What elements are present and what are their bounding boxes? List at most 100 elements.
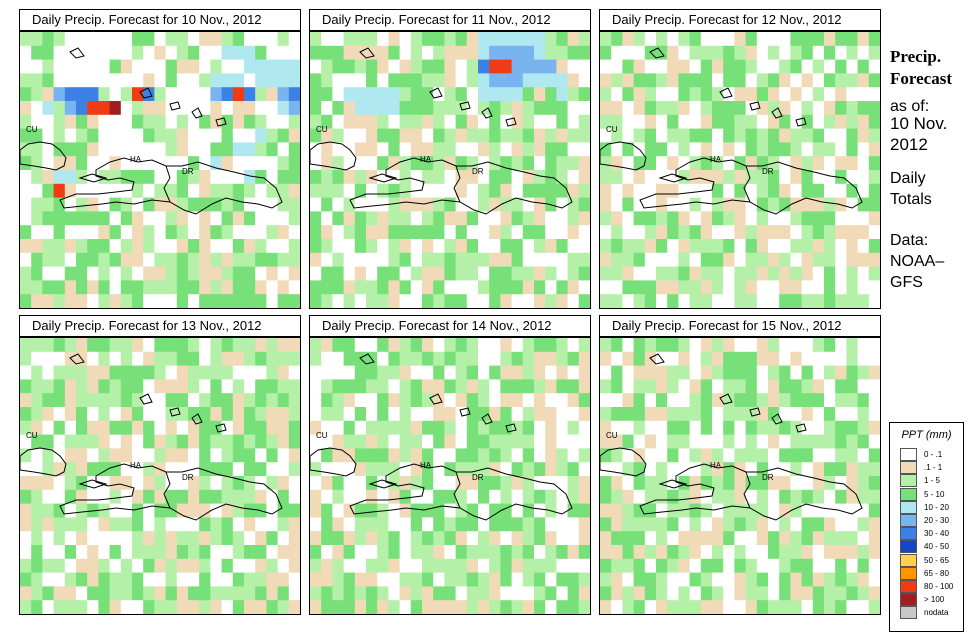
- precip-cell: [801, 407, 814, 422]
- precip-cell: [712, 294, 724, 308]
- precip-cell: [332, 239, 345, 254]
- precip-cell: [812, 280, 825, 295]
- precip-cell: [255, 586, 267, 601]
- precip-cell: [444, 142, 457, 157]
- precip-cell: [656, 211, 668, 226]
- precip-cell: [98, 545, 111, 560]
- precip-cell: [756, 183, 769, 199]
- precip-cell: [120, 101, 133, 116]
- precip-cell: [745, 294, 758, 308]
- precip-cell: [756, 294, 769, 308]
- precip-cell: [768, 448, 780, 463]
- precip-cell: [244, 434, 256, 449]
- precip-cell: [567, 225, 580, 240]
- precip-cell: [812, 45, 825, 61]
- precip-cell: [321, 338, 333, 353]
- precip-cell: [511, 572, 524, 587]
- precip-cell: [288, 59, 300, 74]
- precip-cell: [790, 252, 803, 268]
- precip-cell: [64, 225, 77, 240]
- precip-cell: [288, 558, 300, 574]
- precip-cell: [410, 586, 423, 601]
- precip-cell: [578, 87, 590, 102]
- precip-cell: [868, 600, 880, 614]
- precip-cell: [199, 503, 211, 518]
- forecast-panel-5: Daily Precip. Forecast for 14 Nov., 2012…: [309, 315, 591, 615]
- cuba-coastline: [310, 141, 357, 171]
- precip-cell: [266, 156, 279, 171]
- precip-cell: [723, 503, 735, 518]
- precip-cell: [399, 489, 412, 505]
- precip-cell: [478, 420, 490, 436]
- precip-cell: [87, 73, 99, 88]
- precip-cell: [188, 170, 200, 185]
- precip-cell: [399, 266, 412, 281]
- precip-cell: [76, 338, 88, 353]
- precip-cell: [176, 197, 189, 212]
- precip-cell: [779, 558, 791, 574]
- precip-cell: [154, 211, 167, 226]
- precip-cell: [734, 32, 747, 47]
- island-coastline: [771, 413, 783, 425]
- precip-cell: [310, 211, 322, 226]
- precip-cell: [622, 489, 635, 505]
- precip-cell: [455, 462, 468, 477]
- precip-cell: [857, 393, 870, 408]
- precip-cell: [545, 266, 557, 281]
- precip-cell: [756, 503, 769, 518]
- precip-cell: [20, 252, 32, 268]
- precip-cell: [76, 266, 88, 281]
- legend-swatch: [900, 593, 917, 607]
- precip-cell: [388, 128, 401, 143]
- precip-cell: [779, 476, 791, 491]
- precip-cell: [667, 379, 679, 394]
- precip-cell: [42, 407, 55, 422]
- precip-cell: [846, 489, 859, 505]
- precip-cell: [410, 448, 423, 463]
- precip-cell: [422, 600, 434, 614]
- precip-cell: [644, 365, 657, 380]
- precip-cell: [835, 101, 847, 116]
- precip-cell: [712, 531, 724, 546]
- precip-cell: [188, 558, 200, 574]
- precip-cell: [288, 239, 300, 254]
- precip-cell: [221, 225, 234, 240]
- precip-cell: [745, 73, 758, 88]
- precip-cell: [734, 73, 747, 88]
- precip-cell: [176, 407, 189, 422]
- precip-cell: [678, 225, 691, 240]
- precip-cell: [667, 101, 679, 116]
- precip-cell: [354, 142, 367, 157]
- precip-cell: [790, 476, 803, 491]
- precip-cell: [321, 170, 333, 185]
- precip-cell: [455, 434, 468, 449]
- precip-cell: [745, 365, 758, 380]
- precip-cell: [288, 420, 300, 436]
- precip-cell: [210, 32, 223, 47]
- precip-cell: [377, 45, 389, 61]
- precip-cell: [578, 379, 590, 394]
- precip-cell: [756, 225, 769, 240]
- precip-cell: [277, 294, 290, 308]
- precip-cell: [332, 462, 345, 477]
- precip-cell: [388, 73, 401, 88]
- precip-cell: [689, 572, 702, 587]
- precip-cell: [511, 32, 524, 47]
- precip-cell: [667, 294, 679, 308]
- precip-cell: [42, 558, 55, 574]
- precip-cell: [199, 197, 211, 212]
- precip-cell: [399, 280, 412, 295]
- precip-cell: [556, 379, 569, 394]
- precip-cell: [165, 197, 178, 212]
- precip-cell: [444, 73, 457, 88]
- precip-cell: [310, 420, 322, 436]
- precip-cell: [511, 266, 524, 281]
- precip-cell: [824, 489, 836, 505]
- precip-cell: [835, 45, 847, 61]
- precip-cell: [790, 379, 803, 394]
- precip-cell: [478, 393, 490, 408]
- country-label-ha: HA: [420, 461, 432, 470]
- precip-cell: [489, 294, 501, 308]
- precip-cell: [354, 420, 367, 436]
- precip-cell: [689, 211, 702, 226]
